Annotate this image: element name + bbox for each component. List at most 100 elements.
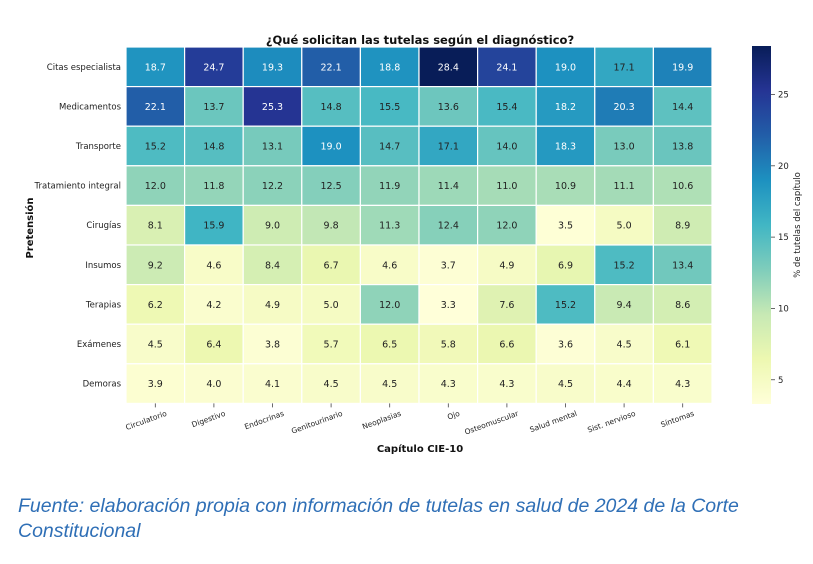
cell-value-label: 11.9: [379, 181, 400, 192]
cell-value-label: 11.0: [496, 181, 517, 192]
cell-value-label: 6.5: [382, 340, 397, 351]
heatmap-cell: [125, 284, 186, 325]
cell-value-label: 28.4: [438, 62, 459, 73]
cell-value-label: 4.0: [206, 379, 221, 390]
cell-value-label: 4.6: [206, 260, 221, 271]
column-label: Sist. nervioso: [586, 409, 637, 435]
cell-value-label: 6.4: [206, 340, 221, 351]
cell-value-label: 4.5: [617, 340, 632, 351]
heatmap-cell: [535, 284, 596, 325]
cell-value-label: 13.7: [203, 102, 224, 113]
cell-value-label: 11.1: [614, 181, 635, 192]
heatmap-cell: [359, 363, 420, 404]
cell-value-label: 13.0: [614, 142, 635, 153]
cell-value-label: 13.4: [672, 260, 693, 271]
heatmap-cell: [594, 363, 654, 404]
heatmap-cell: [359, 204, 420, 246]
cell-value-label: 14.8: [321, 102, 342, 113]
cell-value-label: 6.9: [558, 260, 573, 271]
heatmap-cell: [301, 284, 361, 325]
heatmap-cell: [594, 125, 654, 167]
row-label: Citas especialista: [47, 63, 121, 73]
heatmap-cell: [125, 125, 186, 167]
row-label: Cirugías: [86, 221, 121, 231]
heatmap-cell: [242, 323, 303, 365]
column-label: Ojo: [446, 409, 461, 422]
heatmap-cell: [535, 204, 596, 246]
heatmap-cell: [652, 323, 713, 365]
cell-value-label: 19.3: [262, 62, 283, 73]
heatmap-cell: [184, 46, 244, 88]
colorbar-tick-label: 25: [778, 90, 789, 100]
cell-value-label: 18.8: [379, 62, 400, 73]
column-label: Salud mental: [528, 409, 578, 434]
heatmap-cell: [652, 46, 713, 88]
heatmap-cell: [477, 85, 537, 127]
cell-value-label: 9.8: [324, 221, 339, 232]
cell-value-label: 13.1: [262, 142, 283, 153]
cell-value-label: 11.8: [203, 181, 224, 192]
column-label: Endocrinas: [243, 409, 285, 432]
cell-value-label: 20.3: [614, 102, 635, 113]
cell-value-label: 12.0: [496, 221, 517, 232]
heatmap-cell: [125, 46, 186, 88]
heatmap-cell: [535, 125, 596, 167]
heatmap-cell: [535, 323, 596, 365]
heatmap-cell: [242, 125, 303, 167]
heatmap-chart: ¿Qué solicitan las tutelas según el diag…: [24, 33, 803, 455]
heatmap-cell: [418, 284, 479, 325]
colorbar-label: % de tutelas del capítulo: [793, 172, 803, 278]
cell-value-label: 6.6: [499, 340, 514, 351]
heatmap-cell: [594, 284, 654, 325]
cell-value-label: 4.3: [499, 379, 514, 390]
cell-value-label: 17.1: [614, 62, 635, 73]
cell-value-label: 12.5: [321, 181, 342, 192]
heatmap-cell: [301, 363, 361, 404]
cell-value-label: 3.6: [558, 340, 573, 351]
cell-value-label: 4.3: [441, 379, 456, 390]
heatmap-cell: [652, 284, 713, 325]
heatmap-cell: [125, 244, 186, 286]
heatmap-cell: [594, 204, 654, 246]
cell-value-label: 4.3: [675, 379, 690, 390]
heatmap-cell: [535, 46, 596, 88]
cell-value-label: 4.9: [499, 260, 514, 271]
row-label: Exámenes: [77, 340, 122, 350]
colorbar-tick-label: 5: [778, 376, 783, 386]
heatmap-cell: [418, 244, 479, 286]
colorbar-tick-label: 15: [778, 233, 789, 243]
cell-value-label: 8.4: [265, 260, 280, 271]
cell-value-label: 6.7: [324, 260, 339, 271]
cell-value-label: 4.5: [324, 379, 339, 390]
column-label: Síntomas: [659, 409, 695, 429]
cell-value-label: 7.6: [499, 300, 514, 311]
heatmap-cell: [594, 244, 654, 286]
cell-value-label: 14.7: [379, 142, 400, 153]
cell-value-label: 5.0: [324, 300, 339, 311]
heatmap-cell: [418, 323, 479, 365]
chart-title: ¿Qué solicitan las tutelas según el diag…: [266, 33, 574, 47]
row-label: Tratamiento integral: [34, 182, 121, 192]
row-label: Medicamentos: [59, 102, 122, 112]
cell-value-label: 19.0: [321, 142, 342, 153]
column-label: Osteomuscular: [463, 409, 520, 437]
cell-value-label: 24.7: [203, 62, 224, 73]
cell-value-label: 15.9: [203, 221, 224, 232]
cell-value-label: 4.5: [558, 379, 573, 390]
row-label: Transporte: [75, 142, 121, 152]
cell-value-label: 22.1: [145, 102, 166, 113]
row-label: Demoras: [83, 380, 122, 390]
cell-value-label: 6.1: [675, 340, 690, 351]
cell-value-label: 18.7: [145, 62, 166, 73]
cell-value-label: 4.5: [382, 379, 397, 390]
cell-value-label: 15.2: [555, 300, 576, 311]
cell-value-label: 3.3: [441, 300, 456, 311]
heatmap-cell: [652, 363, 713, 404]
heatmap-cell: [477, 204, 537, 246]
cell-value-label: 4.2: [206, 300, 221, 311]
heatmap-cell: [184, 323, 244, 365]
heatmap-cell: [418, 85, 479, 127]
source-note: Fuente: elaboración propia con informaci…: [18, 495, 739, 542]
cell-value-label: 18.3: [555, 142, 576, 153]
cell-value-label: 14.4: [672, 102, 693, 113]
